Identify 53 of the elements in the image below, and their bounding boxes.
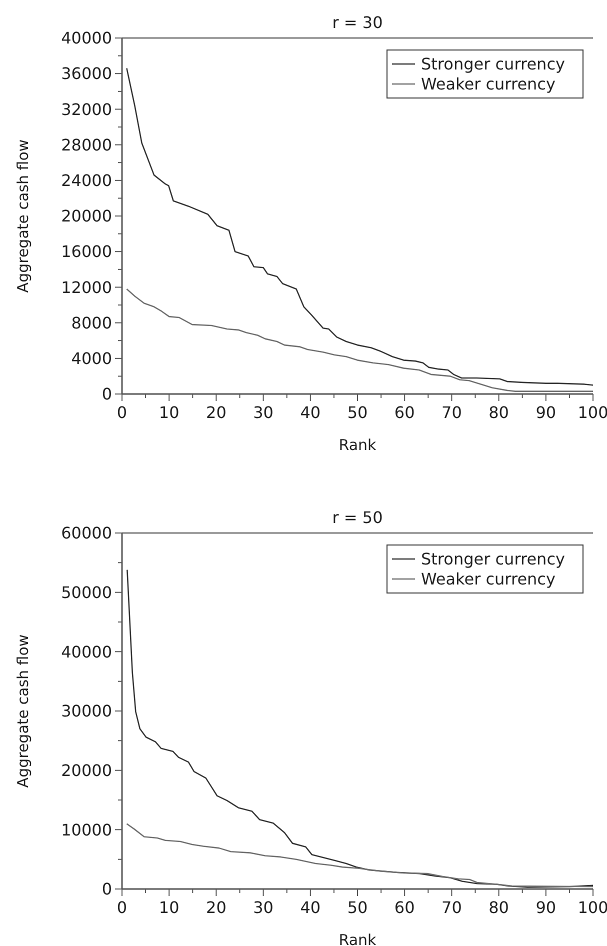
x-tick-label: 0 bbox=[116, 898, 128, 917]
line-series bbox=[126, 288, 594, 392]
legend-label: Stronger currency bbox=[421, 550, 565, 569]
x-tick-label: 40 bbox=[300, 403, 321, 422]
line-series bbox=[126, 823, 594, 888]
x-tick-label: 30 bbox=[253, 403, 274, 422]
x-tick-label: 10 bbox=[158, 898, 180, 917]
x-tick-label: 20 bbox=[206, 898, 226, 917]
x-tick-label: 30 bbox=[253, 898, 274, 917]
x-tick-label: 80 bbox=[488, 403, 509, 422]
y-tick-label: 16000 bbox=[61, 242, 112, 262]
x-tick-label: 60 bbox=[394, 403, 415, 422]
y-tick-label: 40000 bbox=[61, 28, 112, 48]
x-tick-label: 60 bbox=[394, 898, 415, 917]
y-axis-title: Aggregate cash flow bbox=[14, 139, 32, 293]
legend-label: Weaker currency bbox=[421, 74, 556, 94]
line-series bbox=[126, 569, 594, 888]
x-tick-label: 50 bbox=[347, 403, 368, 422]
y-tick-label: 10000 bbox=[61, 820, 112, 840]
y-tick-label: 32000 bbox=[61, 100, 112, 119]
x-axis-title: Rank bbox=[338, 931, 377, 946]
y-tick-label: 24000 bbox=[61, 171, 112, 190]
y-tick-label: 12000 bbox=[61, 278, 112, 297]
x-tick-label: 90 bbox=[536, 898, 556, 917]
y-axis-title: Aggregate cash flow bbox=[14, 634, 32, 788]
x-tick-label: 40 bbox=[300, 898, 321, 917]
y-tick-label: 8000 bbox=[71, 313, 112, 332]
legend-label: Stronger currency bbox=[421, 54, 565, 74]
x-tick-label: 70 bbox=[442, 898, 462, 917]
x-tick-label: 20 bbox=[206, 403, 226, 422]
y-tick-label: 40000 bbox=[61, 642, 112, 662]
y-tick-label: 20000 bbox=[61, 760, 112, 780]
x-tick-label: 50 bbox=[347, 898, 368, 917]
y-tick-label: 0 bbox=[102, 880, 112, 899]
y-tick-label: 60000 bbox=[61, 524, 112, 543]
chart-title: r = 30 bbox=[332, 13, 383, 32]
y-tick-label: 0 bbox=[102, 384, 112, 404]
y-tick-label: 20000 bbox=[61, 206, 112, 226]
x-tick-label: 90 bbox=[536, 403, 556, 422]
x-tick-label: 80 bbox=[488, 898, 509, 917]
legend-label: Weaker currency bbox=[421, 570, 556, 589]
x-tick-label: 100 bbox=[578, 898, 607, 917]
x-axis-title: Rank bbox=[338, 436, 377, 454]
y-tick-label: 50000 bbox=[61, 582, 112, 602]
y-tick-label: 36000 bbox=[61, 64, 112, 84]
y-tick-label: 28000 bbox=[61, 135, 112, 154]
y-tick-label: 30000 bbox=[61, 702, 112, 721]
x-tick-label: 0 bbox=[116, 403, 128, 422]
chart-title: r = 50 bbox=[332, 508, 383, 527]
x-tick-label: 100 bbox=[578, 403, 607, 422]
x-tick-label: 10 bbox=[158, 403, 180, 422]
y-tick-label: 4000 bbox=[71, 349, 112, 368]
x-tick-label: 70 bbox=[442, 403, 462, 422]
